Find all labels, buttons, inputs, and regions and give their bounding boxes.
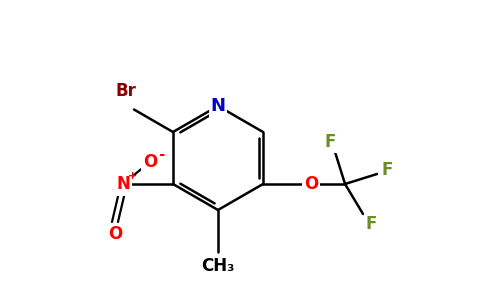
Text: Br: Br: [116, 82, 136, 100]
Text: O: O: [108, 225, 122, 243]
Text: F: F: [365, 215, 377, 233]
Text: N: N: [116, 175, 130, 193]
Text: F: F: [324, 133, 336, 151]
Text: O: O: [304, 175, 318, 193]
Text: N: N: [211, 97, 226, 115]
Text: O: O: [143, 153, 157, 171]
Text: +: +: [128, 171, 137, 181]
Text: F: F: [381, 161, 393, 179]
Text: CH₃: CH₃: [201, 257, 235, 275]
Text: -: -: [158, 146, 164, 161]
